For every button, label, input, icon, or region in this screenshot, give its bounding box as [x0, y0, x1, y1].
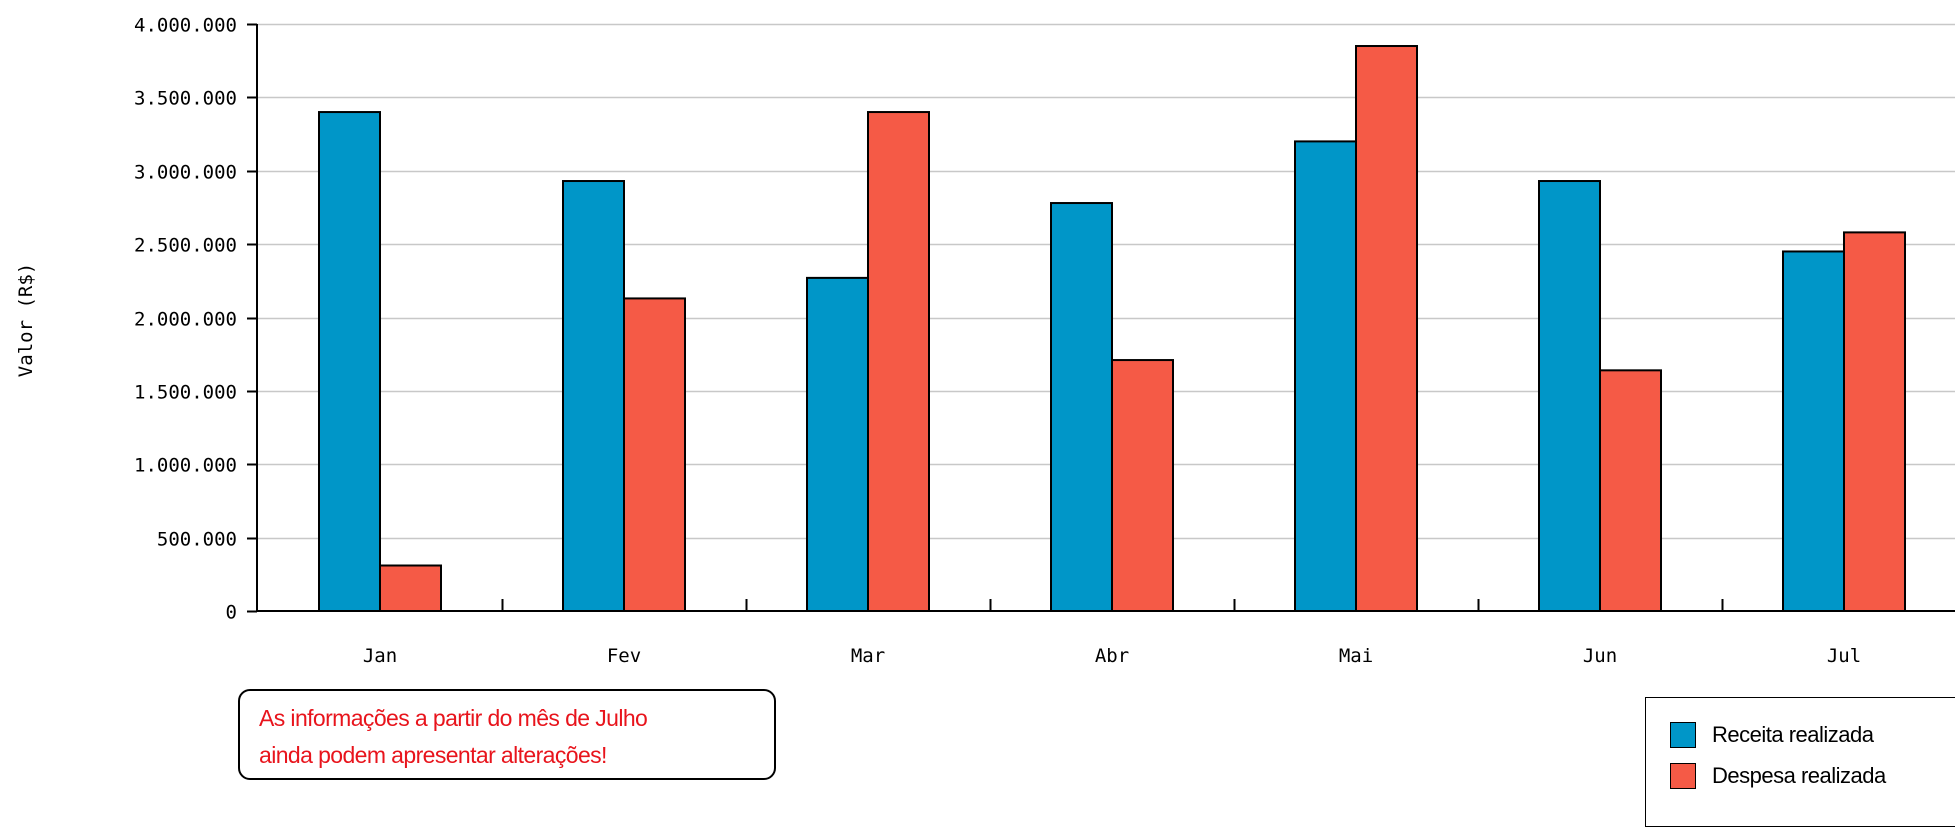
- legend-swatch-receita: [1670, 721, 1696, 748]
- y-tick-labels: 0 500.000 1.000.000 1.500.000 2.000.000 2.500…: [134, 15, 237, 624]
- notice-box: As informações a partir do mês de Julho …: [238, 689, 776, 780]
- y-tick-label: 500.000: [157, 529, 237, 551]
- bar-receita-fev: [562, 180, 625, 613]
- bar-despesa-abr: [1111, 359, 1174, 612]
- bar-despesa-jun: [1599, 369, 1662, 612]
- y-tick-label: 2.500.000: [134, 235, 237, 257]
- legend: Receita realizada Despesa realizada: [1645, 697, 1955, 827]
- x-tick-labels: Jan Fev Mar Abr Mai Jun Jul: [363, 645, 1861, 667]
- bar-despesa-fev: [623, 297, 686, 612]
- bar-despesa-jul: [1843, 231, 1906, 612]
- y-tick-label: 3.000.000: [134, 162, 237, 184]
- y-tick-label: 3.500.000: [134, 88, 237, 110]
- bars: [318, 45, 1906, 613]
- legend-label-receita: Receita realizada: [1712, 721, 1874, 747]
- bar-despesa-jan: [379, 564, 442, 613]
- legend-label-despesa: Despesa realizada: [1712, 762, 1886, 788]
- x-tick-label: Fev: [607, 645, 641, 667]
- x-tick-label: Jul: [1827, 645, 1861, 667]
- bar-despesa-mai: [1355, 45, 1418, 612]
- notice-line-1: As informações a partir do mês de Julho: [259, 705, 648, 731]
- bar-chart: 0 500.000 1.000.000 1.500.000 2.000.000 2.500…: [15, 15, 1955, 667]
- x-tick-label: Mai: [1339, 645, 1373, 667]
- y-tick-label: 0: [226, 602, 237, 624]
- y-tick-label: 2.000.000: [134, 309, 237, 331]
- x-tick-label: Jun: [1583, 645, 1617, 667]
- axes: [247, 23, 1955, 613]
- y-tick-label: 1.000.000: [134, 455, 237, 477]
- bar-receita-jun: [1538, 180, 1601, 613]
- legend-swatch-despesa: [1670, 762, 1696, 789]
- notice-line-2: ainda podem apresentar alterações!: [259, 742, 607, 768]
- y-axis-label: Valor (R$): [15, 263, 37, 377]
- bar-receita-mai: [1294, 140, 1357, 612]
- x-tick-label: Mar: [851, 645, 885, 667]
- y-tick-label: 4.000.000: [134, 15, 237, 37]
- bar-despesa-mar: [867, 111, 930, 613]
- legend-item-despesa: Despesa realizada: [1670, 755, 1955, 796]
- x-tick-label: Jan: [363, 645, 397, 667]
- bar-receita-mar: [806, 276, 869, 612]
- x-tick-label: Abr: [1095, 645, 1129, 667]
- bar-receita-jul: [1782, 250, 1845, 612]
- bar-receita-abr: [1050, 202, 1113, 612]
- bar-receita-jan: [318, 111, 381, 613]
- y-tick-label: 1.500.000: [134, 382, 237, 404]
- legend-item-receita: Receita realizada: [1670, 714, 1955, 755]
